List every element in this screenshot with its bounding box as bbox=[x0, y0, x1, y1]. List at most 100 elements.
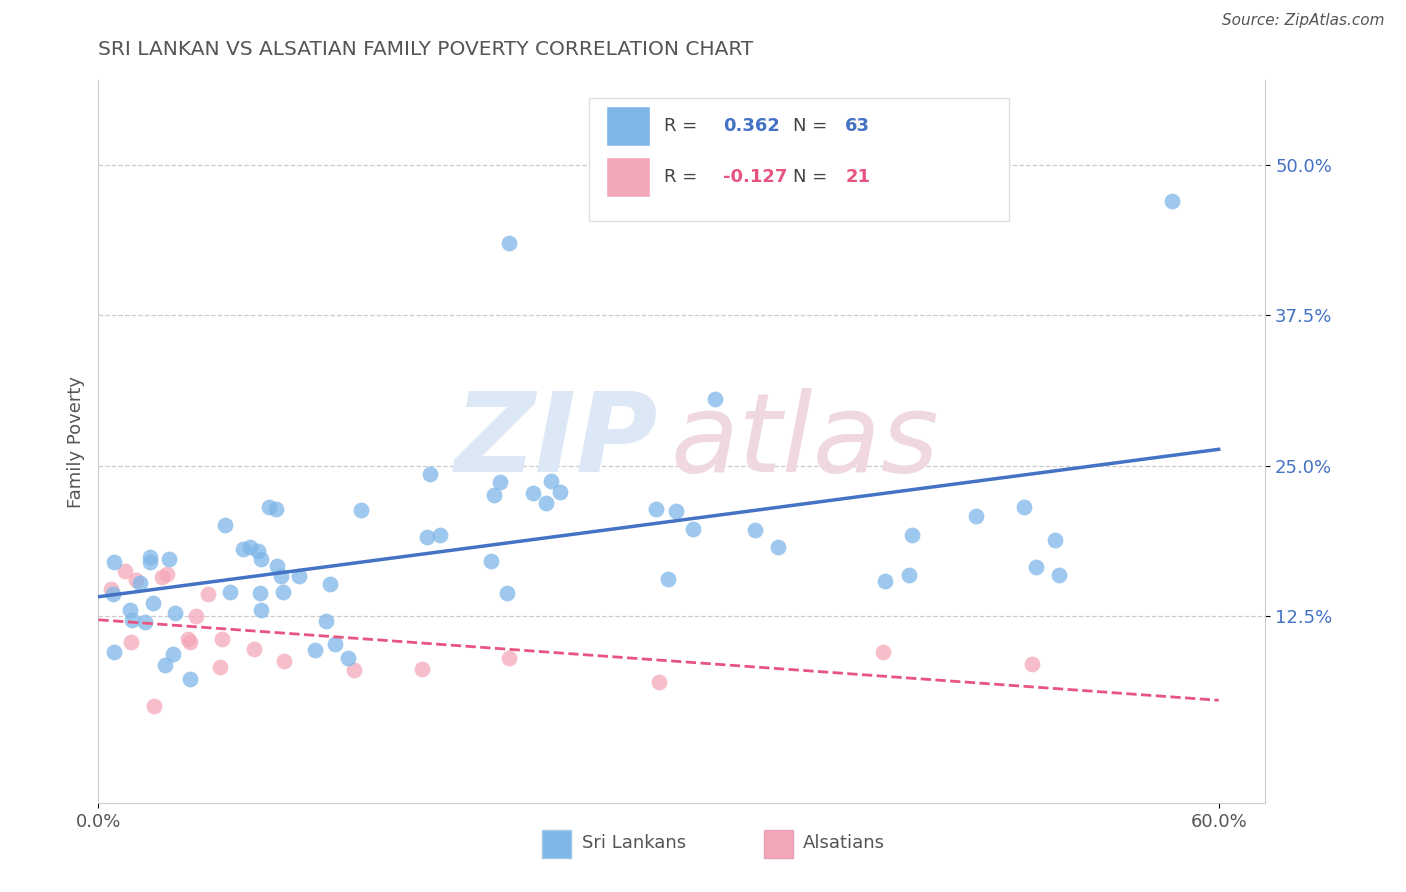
Point bbox=[211, 632, 233, 646]
Text: 63: 63 bbox=[845, 117, 870, 136]
Point bbox=[534, 496, 557, 510]
Point bbox=[143, 699, 166, 714]
Point bbox=[488, 475, 510, 489]
Point bbox=[350, 503, 373, 517]
Point bbox=[1047, 568, 1070, 582]
Point bbox=[257, 500, 280, 515]
Point bbox=[647, 675, 669, 690]
Point bbox=[744, 524, 766, 538]
Point bbox=[416, 530, 439, 544]
Point bbox=[214, 518, 236, 533]
Point bbox=[498, 651, 520, 665]
Point bbox=[548, 485, 571, 500]
Point bbox=[139, 549, 162, 564]
FancyBboxPatch shape bbox=[606, 106, 651, 146]
Point bbox=[239, 541, 262, 555]
Point bbox=[875, 574, 897, 589]
Point bbox=[250, 552, 273, 566]
Point bbox=[682, 522, 704, 536]
Text: atlas: atlas bbox=[671, 388, 939, 495]
Text: SRI LANKAN VS ALSATIAN FAMILY POVERTY CORRELATION CHART: SRI LANKAN VS ALSATIAN FAMILY POVERTY CO… bbox=[98, 40, 754, 59]
Point bbox=[411, 662, 433, 676]
Point bbox=[179, 635, 201, 649]
Point bbox=[162, 647, 184, 661]
Point bbox=[343, 663, 366, 677]
Point bbox=[495, 585, 517, 599]
Point bbox=[304, 643, 326, 657]
Point bbox=[429, 528, 451, 542]
Point bbox=[197, 587, 219, 601]
Point bbox=[153, 657, 176, 672]
Text: Sri Lankans: Sri Lankans bbox=[582, 834, 686, 852]
Point bbox=[965, 509, 987, 524]
Point bbox=[128, 576, 150, 591]
Point bbox=[319, 577, 342, 591]
Point bbox=[498, 235, 520, 250]
Text: Source: ZipAtlas.com: Source: ZipAtlas.com bbox=[1222, 13, 1385, 29]
Point bbox=[540, 474, 562, 488]
Point bbox=[139, 555, 162, 569]
Point bbox=[872, 645, 894, 659]
Point bbox=[232, 542, 254, 557]
Point bbox=[479, 554, 502, 568]
Point bbox=[242, 641, 264, 656]
Text: R =: R = bbox=[665, 117, 703, 136]
Point bbox=[273, 584, 295, 599]
Point bbox=[482, 488, 505, 502]
Point bbox=[522, 485, 544, 500]
Point bbox=[177, 632, 200, 647]
Point bbox=[134, 615, 156, 630]
Text: Alsatians: Alsatians bbox=[803, 834, 886, 852]
Point bbox=[419, 467, 441, 481]
Point bbox=[142, 596, 165, 610]
Point bbox=[250, 603, 273, 617]
Point bbox=[323, 637, 346, 651]
Point bbox=[121, 614, 143, 628]
Point bbox=[766, 540, 789, 554]
Point bbox=[337, 651, 360, 665]
Point bbox=[165, 606, 187, 620]
Point bbox=[1025, 559, 1047, 574]
Point bbox=[657, 572, 679, 586]
Point bbox=[246, 544, 269, 558]
Point bbox=[125, 574, 148, 588]
FancyBboxPatch shape bbox=[541, 830, 571, 858]
Text: 0.362: 0.362 bbox=[723, 117, 780, 136]
Point bbox=[273, 654, 295, 668]
Text: N =: N = bbox=[793, 168, 832, 186]
Point bbox=[120, 603, 142, 617]
Point bbox=[266, 558, 288, 573]
Point bbox=[703, 392, 725, 407]
FancyBboxPatch shape bbox=[589, 98, 1008, 221]
Point bbox=[900, 528, 922, 542]
Point bbox=[266, 501, 288, 516]
Point bbox=[152, 570, 174, 584]
Point bbox=[270, 569, 292, 583]
Point bbox=[665, 504, 688, 518]
Point bbox=[156, 566, 179, 581]
Point bbox=[114, 564, 136, 578]
Point bbox=[103, 587, 125, 601]
Text: -0.127: -0.127 bbox=[723, 168, 787, 186]
Point bbox=[1045, 533, 1067, 548]
Point bbox=[103, 555, 125, 569]
Point bbox=[897, 567, 920, 582]
Point bbox=[100, 582, 122, 596]
Text: ZIP: ZIP bbox=[456, 388, 658, 495]
Text: 21: 21 bbox=[845, 168, 870, 186]
Point bbox=[249, 586, 271, 600]
Point bbox=[157, 552, 180, 566]
Point bbox=[1012, 500, 1035, 514]
Point bbox=[315, 615, 337, 629]
Point bbox=[179, 672, 201, 686]
Point bbox=[103, 645, 125, 659]
Point bbox=[1021, 657, 1043, 672]
Point bbox=[184, 608, 207, 623]
Point bbox=[287, 569, 309, 583]
Y-axis label: Family Poverty: Family Poverty bbox=[66, 376, 84, 508]
Point bbox=[208, 659, 231, 673]
Point bbox=[1161, 194, 1184, 208]
Point bbox=[644, 501, 666, 516]
Point bbox=[120, 635, 142, 649]
FancyBboxPatch shape bbox=[763, 830, 793, 858]
